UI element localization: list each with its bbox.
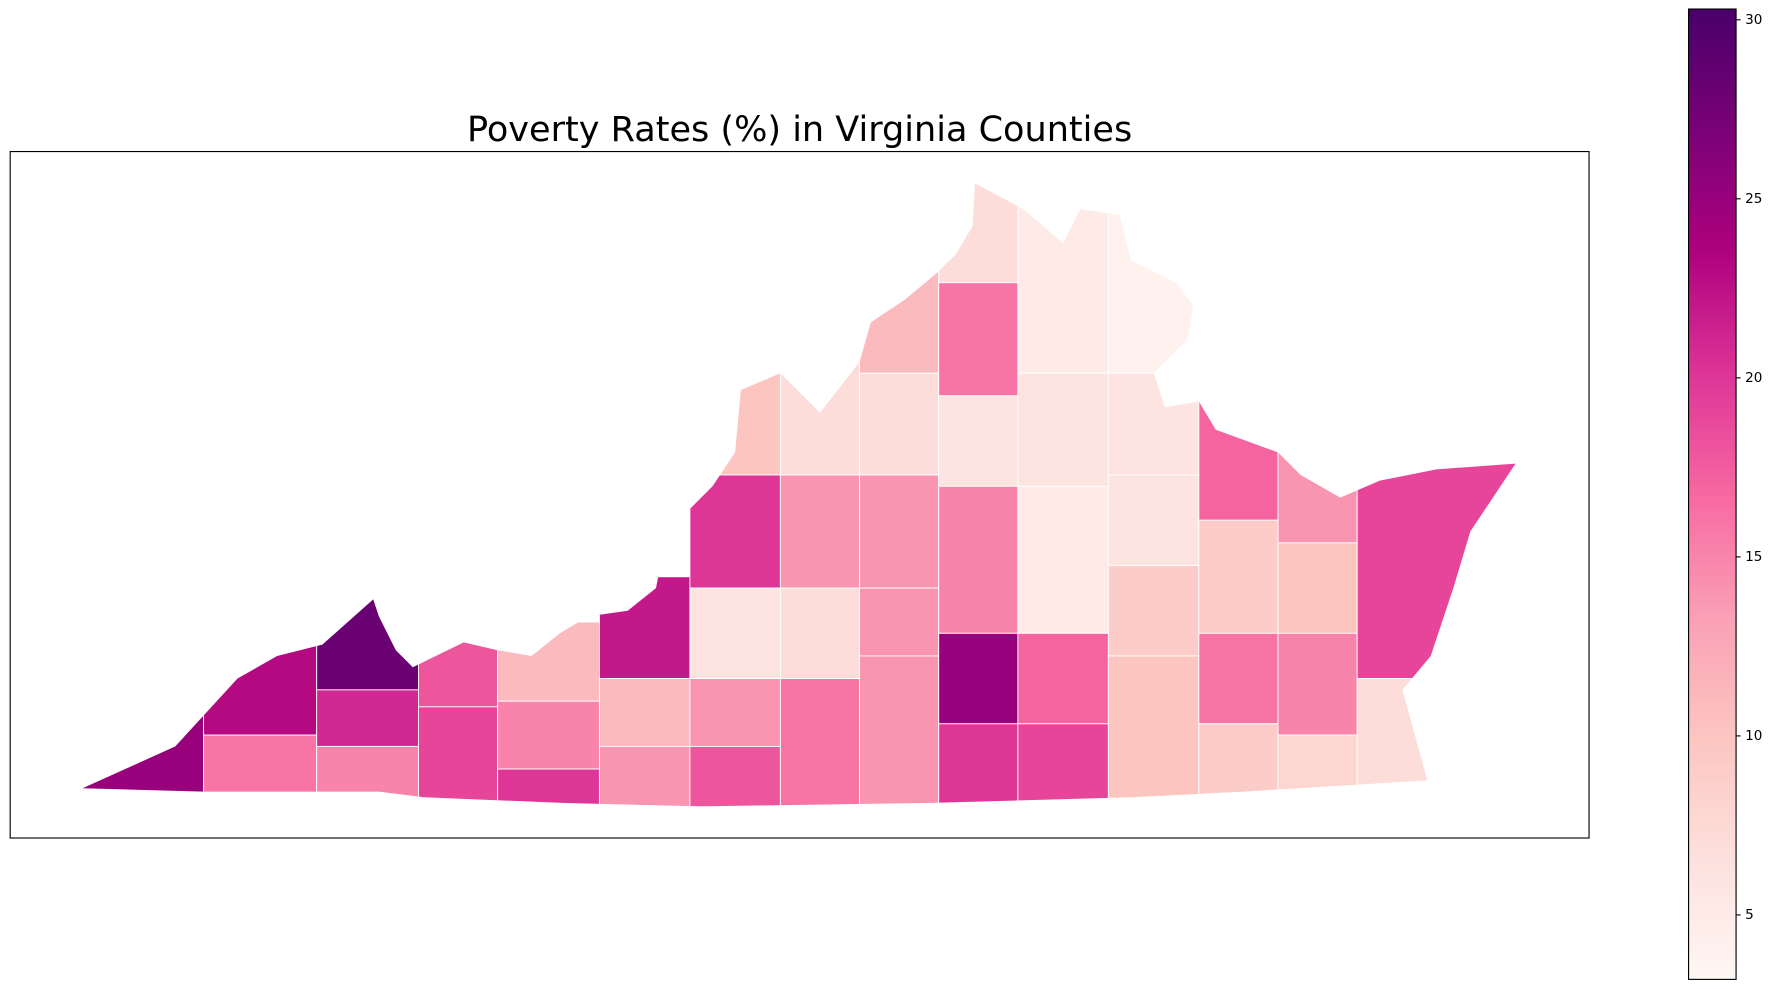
county — [1107, 565, 1200, 657]
county — [859, 270, 940, 374]
county — [689, 474, 781, 589]
county — [938, 183, 1019, 284]
colorbar-tick-label: 15 — [1745, 549, 1762, 565]
county — [1356, 451, 1516, 680]
county — [1277, 734, 1358, 807]
county — [1107, 655, 1200, 807]
county — [938, 282, 1019, 397]
county — [1356, 678, 1516, 807]
county — [779, 678, 861, 807]
county — [497, 768, 600, 807]
county — [1198, 395, 1279, 521]
county — [1198, 723, 1279, 807]
county — [1277, 440, 1358, 544]
county — [938, 485, 1019, 634]
county — [938, 395, 1019, 487]
county — [689, 678, 781, 747]
county — [1017, 632, 1109, 725]
county — [316, 689, 419, 747]
county — [1107, 372, 1200, 476]
county — [779, 587, 861, 680]
colorbar-tick-label: 5 — [1745, 907, 1754, 923]
county — [316, 745, 419, 804]
colorbar-tick-label: 10 — [1745, 728, 1762, 744]
county — [82, 666, 205, 804]
county — [497, 700, 600, 770]
county — [938, 723, 1019, 807]
map-frame — [9, 150, 1590, 839]
county — [203, 627, 318, 736]
county — [598, 678, 691, 747]
colorbar — [1688, 8, 1737, 980]
county — [1277, 542, 1358, 634]
county — [203, 734, 318, 804]
colorbar-tick-label: 25 — [1745, 191, 1762, 207]
county — [859, 587, 940, 657]
county — [1107, 474, 1200, 566]
county — [859, 372, 940, 476]
county — [689, 338, 781, 476]
county — [859, 474, 940, 589]
county-layer — [82, 183, 1516, 807]
county — [1017, 191, 1109, 374]
county — [689, 587, 781, 680]
county — [598, 576, 691, 680]
county — [1017, 485, 1109, 634]
county — [1017, 372, 1109, 487]
colorbar-tick-label: 20 — [1745, 370, 1762, 386]
county — [1277, 632, 1358, 736]
county — [497, 621, 600, 702]
county — [418, 706, 499, 804]
chart-title: Poverty Rates (%) in Virginia Counties — [467, 109, 1132, 150]
county — [859, 655, 940, 807]
county — [316, 587, 419, 691]
county — [1198, 519, 1279, 634]
county — [1107, 203, 1200, 374]
county — [418, 621, 499, 708]
county — [938, 632, 1019, 725]
county — [598, 745, 691, 807]
colorbar-tick-label: 30 — [1745, 12, 1762, 28]
county — [1198, 632, 1279, 725]
county — [689, 745, 781, 807]
county — [779, 474, 861, 589]
county — [1017, 723, 1109, 807]
county — [779, 338, 861, 476]
